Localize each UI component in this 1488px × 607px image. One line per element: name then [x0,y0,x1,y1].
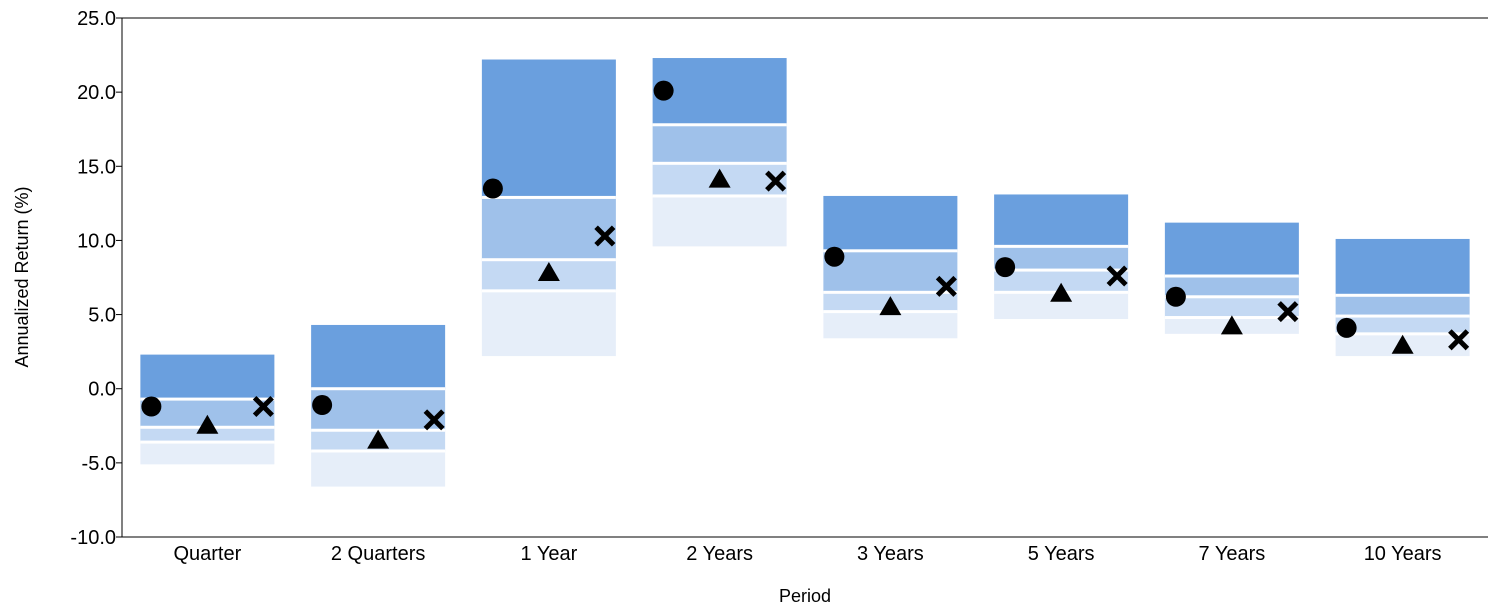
triangle-marker [537,262,560,282]
band-divider [994,268,1129,272]
band-divider [481,289,616,293]
markers-layer [141,80,1470,449]
triangle-marker [367,429,390,449]
triangle-marker [708,168,731,188]
band-q2 [1335,295,1470,317]
x-marker [1448,329,1470,351]
x-marker [423,409,445,431]
band-q4 [311,450,446,487]
x-marker [252,395,274,418]
y-tick-label: -5.0 [82,453,116,475]
y-tick-label: 20.0 [77,82,116,104]
x-marker [1106,265,1128,287]
x-tick-label: 7 Years [1199,543,1266,565]
x-tick-label: Quarter [173,543,241,565]
band-q1 [994,194,1129,247]
band-q1 [140,354,275,400]
y-tick-label: 5.0 [88,305,116,327]
band-divider [652,161,787,165]
band-q3 [140,427,275,443]
x-marker [935,275,957,297]
band-divider [311,449,446,453]
y-tick-label: 10.0 [77,230,116,252]
band-divider [994,244,1129,248]
y-axis-title: Annualized Return (%) [12,186,32,367]
x-tick-label: 1 Year [521,543,578,565]
circle-marker [1165,286,1186,307]
x-axis-title: Period [779,586,831,606]
band-q1 [311,324,446,389]
y-tick-label: -10.0 [70,527,116,549]
band-divider [481,258,616,262]
x-marker [594,225,616,247]
band-divider [652,194,787,198]
band-q3 [1335,316,1470,334]
circle-marker [141,396,162,417]
band-divider [311,387,446,391]
yticks-layer: 25.0 20.0 15.0 10.0 5.0 0.0 -5.0 -10.0 [70,8,122,549]
bands-layer [140,58,1470,487]
band-q2 [994,246,1129,271]
band-q1 [481,59,616,198]
circle-marker [653,80,674,101]
band-divider [140,440,275,444]
band-q1 [823,195,958,251]
band-divider [1335,332,1470,336]
band-divider [140,397,275,401]
x-tick-label: 2 Years [686,543,753,565]
band-q4 [481,290,616,357]
y-tick-label: 15.0 [77,156,116,178]
circle-marker [1336,317,1357,338]
x-marker [1277,301,1299,323]
band-q1 [652,58,787,125]
triangle-marker [879,296,902,316]
y-tick-label: 25.0 [77,8,116,30]
triangle-marker [1391,334,1414,354]
x-tick-label: 2 Quarters [331,543,425,565]
band-q3 [1164,296,1299,318]
x-tick-label: 5 Years [1028,543,1095,565]
band-q2 [481,197,616,260]
triangle-marker [196,414,219,434]
band-q4 [823,311,958,339]
band-q1 [1335,238,1470,296]
band-q1 [1164,222,1299,277]
band-q3 [994,270,1129,293]
band-divider [1164,295,1299,299]
band-divider [481,195,616,199]
band-q2 [652,124,787,164]
x-tick-label: 10 Years [1364,543,1442,565]
band-q2 [311,388,446,431]
circle-marker [482,178,503,199]
xticks-layer: Quarter 2 Quarters 1 Year 2 Years 3 Years 5 Y… [173,543,1441,565]
band-q2 [823,250,958,293]
band-divider [1164,274,1299,278]
circle-marker [995,257,1016,278]
band-divider [823,249,958,253]
x-marker [765,170,787,192]
band-divider [1335,293,1470,297]
x-tick-label: 3 Years [857,543,924,565]
circle-marker [312,395,333,416]
band-divider [652,123,787,127]
band-q4 [140,442,275,465]
circle-marker [824,246,845,267]
band-q4 [652,195,787,247]
band-q2 [1164,276,1299,297]
band-divider [823,290,958,294]
y-tick-label: 0.0 [88,379,116,401]
triangle-marker [1050,282,1073,302]
triangle-marker [1220,315,1243,335]
band-divider [1335,314,1470,318]
axes-layer [121,17,1488,538]
